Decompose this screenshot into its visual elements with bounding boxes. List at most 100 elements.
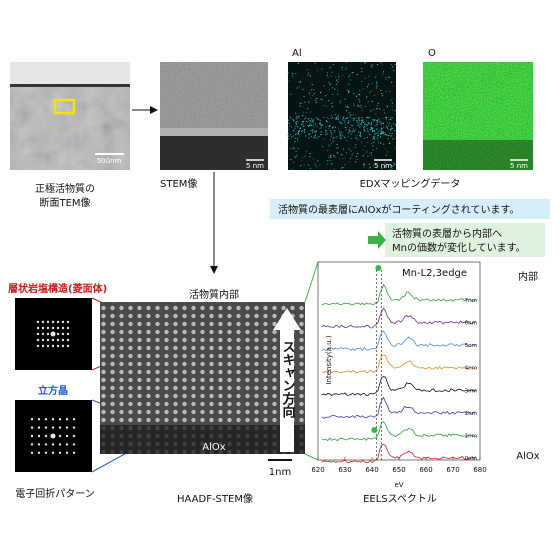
dot — [345, 110, 347, 112]
dot — [298, 131, 300, 133]
spot — [37, 418, 41, 421]
side-label: AlOx — [516, 451, 539, 462]
dot — [341, 66, 343, 68]
dot — [361, 117, 363, 119]
dot — [358, 118, 360, 120]
dot — [344, 136, 346, 139]
dot — [292, 75, 294, 77]
dot — [290, 148, 292, 150]
edx-o-map — [423, 62, 533, 170]
dot — [348, 112, 350, 114]
dot — [330, 160, 332, 162]
dot — [338, 120, 341, 122]
dot — [369, 166, 372, 168]
dot — [375, 128, 378, 130]
dot — [382, 133, 384, 135]
dot — [335, 83, 337, 85]
dot — [314, 130, 316, 132]
dot — [370, 127, 373, 130]
dot — [330, 135, 332, 137]
dot — [391, 109, 393, 111]
dot — [370, 122, 372, 124]
dot — [331, 102, 333, 104]
spot — [30, 418, 34, 421]
dot — [293, 120, 295, 122]
dot — [374, 133, 376, 135]
dot — [358, 117, 360, 119]
dot — [380, 127, 382, 129]
marker — [371, 427, 378, 433]
dot — [373, 136, 375, 139]
dot — [287, 138, 290, 140]
dot — [336, 137, 338, 139]
dot — [307, 72, 309, 74]
dot — [355, 128, 357, 130]
dot — [358, 94, 360, 96]
dot — [304, 118, 306, 120]
x-tick-label: 640 — [365, 466, 378, 474]
dot — [391, 116, 393, 119]
dot — [344, 124, 346, 126]
spot — [46, 320, 50, 324]
spot — [58, 443, 62, 446]
dot — [309, 153, 311, 155]
dot — [304, 101, 306, 103]
dot — [390, 118, 392, 121]
dot — [358, 131, 360, 133]
eels-title: Mn-L2,3edge — [402, 268, 467, 279]
spot — [56, 338, 60, 342]
spectrum — [321, 307, 477, 329]
dot — [312, 158, 315, 160]
dot — [350, 137, 352, 140]
dot — [361, 80, 363, 82]
dot — [360, 141, 363, 143]
dot — [368, 123, 370, 125]
dot — [336, 151, 338, 153]
dot — [371, 66, 373, 68]
dot — [319, 91, 322, 94]
dot — [356, 121, 358, 123]
spot — [51, 344, 55, 348]
dot — [343, 157, 345, 160]
eels-plot: 620 630 640 650 660 670 680 7nm 6nm 5nm 4nm 3nm 2nm 1… — [311, 261, 487, 474]
dot — [295, 133, 297, 136]
dot — [331, 71, 333, 73]
dot — [385, 125, 387, 127]
dot — [359, 105, 361, 107]
dot — [327, 160, 329, 162]
spot — [58, 418, 62, 421]
dot — [373, 120, 375, 122]
spot — [72, 426, 76, 429]
depth-label: 4nm — [465, 366, 477, 372]
spot — [37, 443, 41, 446]
dot — [345, 105, 347, 108]
dot — [373, 108, 375, 111]
dot — [320, 131, 322, 133]
dot — [347, 106, 349, 108]
dot — [288, 129, 290, 131]
dot — [332, 61, 334, 63]
dot — [344, 164, 346, 166]
dot — [317, 160, 319, 162]
dot — [377, 102, 379, 104]
dot — [332, 141, 334, 143]
note: 活物質の表層から内部へ — [392, 227, 502, 240]
dot — [367, 116, 369, 118]
spot — [30, 451, 34, 454]
dot — [352, 130, 354, 132]
dot — [389, 122, 391, 124]
dot — [311, 120, 313, 122]
dot — [356, 73, 358, 76]
dot — [327, 100, 330, 102]
dot — [297, 115, 299, 117]
dot — [334, 137, 336, 139]
dot — [347, 122, 349, 124]
dot — [380, 62, 382, 64]
dot — [311, 130, 314, 132]
dot — [321, 68, 323, 70]
depth-label: 3nm — [465, 388, 477, 394]
spot — [58, 434, 62, 438]
dot — [311, 131, 314, 134]
dot — [314, 131, 316, 133]
note: Mnの価数が変化しています。 — [392, 241, 526, 254]
